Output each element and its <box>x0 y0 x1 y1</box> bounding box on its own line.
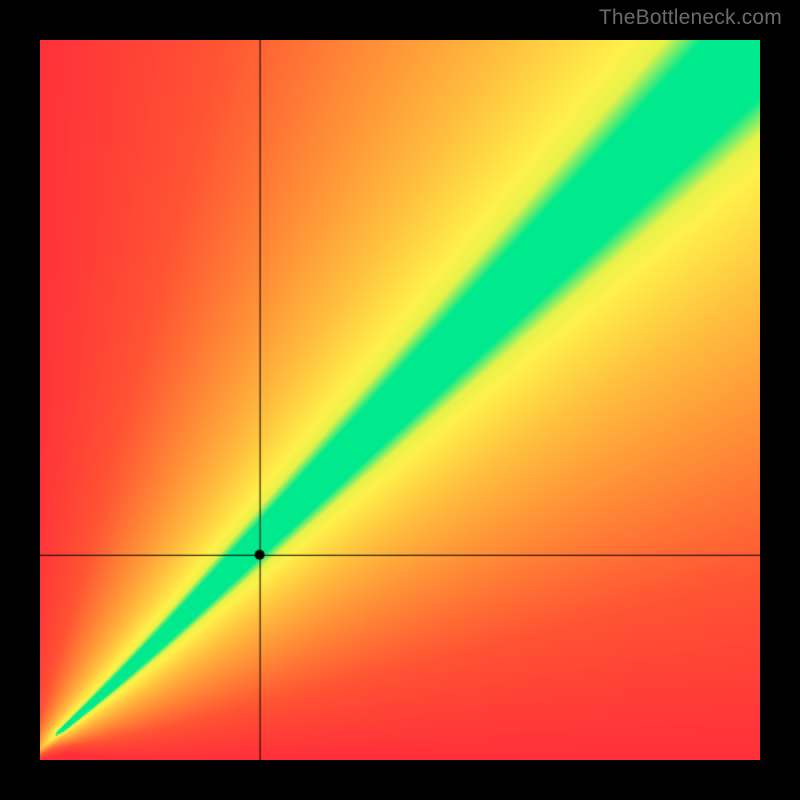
heatmap-canvas <box>40 40 760 760</box>
bottleneck-heatmap <box>40 40 760 760</box>
watermark-text: TheBottleneck.com <box>599 6 782 30</box>
figure-container: TheBottleneck.com <box>0 0 800 800</box>
